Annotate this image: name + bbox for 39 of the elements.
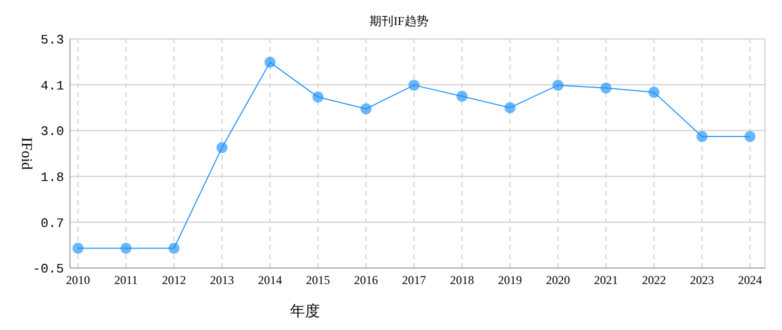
x-tick-label: 2014 bbox=[258, 273, 282, 287]
x-tick-label: 2012 bbox=[162, 273, 186, 287]
y-tick-label: 0.7 bbox=[40, 216, 64, 231]
x-tick-label: 2013 bbox=[210, 273, 234, 287]
x-tick-label: 2022 bbox=[642, 273, 666, 287]
point bbox=[600, 82, 612, 94]
x-tick-label: 2019 bbox=[498, 273, 522, 287]
x-tick-label: 2018 bbox=[450, 273, 474, 287]
point bbox=[72, 242, 84, 254]
point bbox=[504, 102, 516, 114]
point bbox=[216, 142, 228, 154]
x-tick-label: 2010 bbox=[66, 273, 90, 287]
x-tick-label: 2015 bbox=[306, 273, 330, 287]
point bbox=[408, 80, 420, 91]
chart-title: 期刊IF趋势 bbox=[370, 14, 428, 28]
point bbox=[552, 80, 564, 91]
x-tick-label: 2011 bbox=[114, 273, 138, 287]
y-tick-label: 5.3 bbox=[40, 32, 64, 48]
y-tick-label: 1.8 bbox=[40, 170, 64, 185]
x-tick-label: 2020 bbox=[546, 273, 570, 287]
x-axis-title: 年度 bbox=[290, 303, 320, 320]
point bbox=[360, 103, 372, 114]
point bbox=[312, 92, 324, 103]
x-tick-label: 2016 bbox=[354, 273, 378, 287]
point bbox=[120, 242, 132, 254]
y-tick-label: 4.1 bbox=[40, 78, 64, 94]
x-tick-label: 2023 bbox=[690, 273, 714, 287]
x-tick-label: 2017 bbox=[402, 273, 426, 287]
point bbox=[696, 131, 708, 142]
y-tick-label: -0.5 bbox=[32, 262, 64, 277]
point bbox=[648, 86, 660, 98]
x-tick-label: 2024 bbox=[738, 273, 762, 287]
y-tick-label: 3.0 bbox=[40, 124, 64, 140]
point bbox=[744, 131, 756, 142]
point bbox=[264, 56, 276, 68]
x-tick-label: 2021 bbox=[594, 273, 618, 287]
point bbox=[168, 242, 180, 254]
y-axis-title: IFoid bbox=[18, 137, 34, 170]
point bbox=[456, 90, 468, 102]
